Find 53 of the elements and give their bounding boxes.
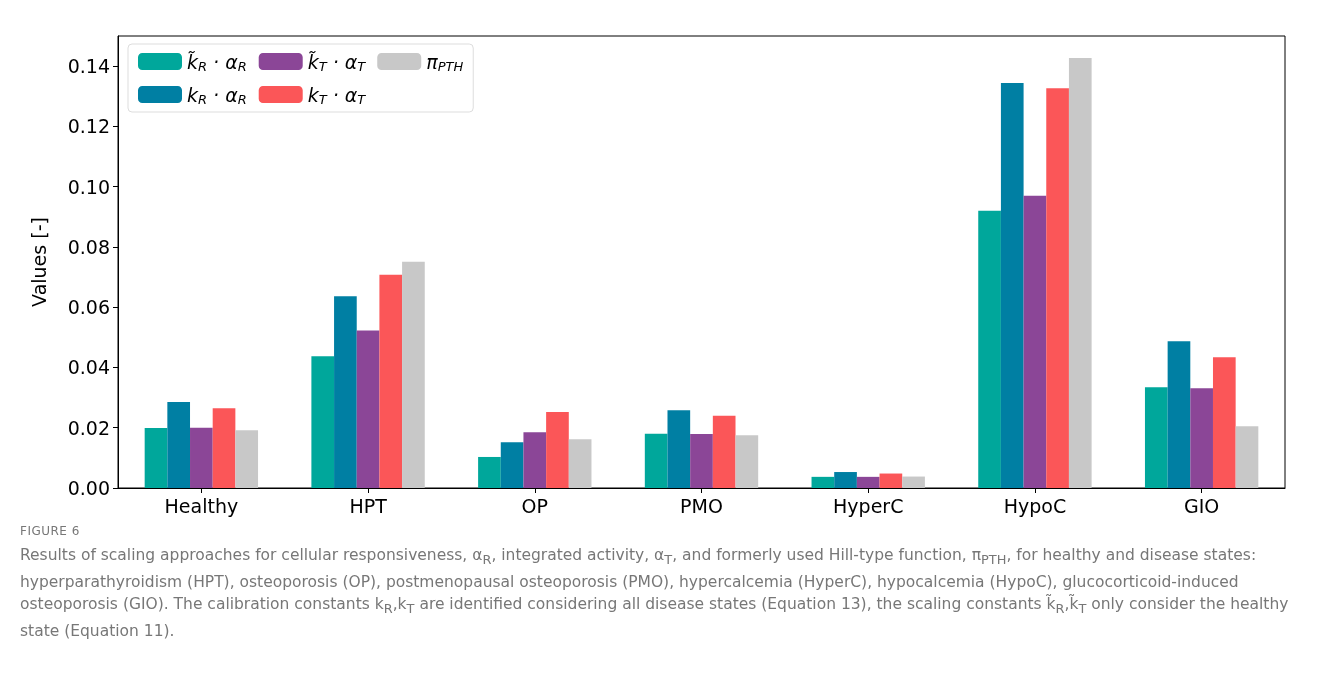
bar xyxy=(356,330,380,488)
x-tick-label: HyperC xyxy=(833,494,904,517)
bar xyxy=(811,476,835,488)
bar xyxy=(379,274,403,488)
bar xyxy=(856,476,880,488)
y-tick-label: 0.14 xyxy=(67,55,110,78)
bar xyxy=(1235,426,1259,488)
x-tick-label: Healthy xyxy=(164,494,239,517)
y-tick-label: 0.04 xyxy=(67,356,110,379)
bar xyxy=(144,428,168,488)
y-tick-label: 0.02 xyxy=(67,416,110,439)
bar xyxy=(190,427,213,488)
bar xyxy=(978,210,1001,488)
bar xyxy=(1212,357,1236,488)
y-tick-label: 0.08 xyxy=(67,235,110,258)
bar xyxy=(1023,195,1047,488)
y-tick-label: 0.10 xyxy=(67,175,110,198)
bar xyxy=(1190,388,1213,488)
bar xyxy=(735,435,759,488)
x-tick-label: PMO xyxy=(680,494,723,517)
bar xyxy=(712,415,736,488)
text: Results of scaling approaches for cellular responsiveness, α$_{R}$, integrated activity, α$_{T}$, and formerly used Hill-type function, π$_{PTH}$, for healthy and disease states: hyperparathyroidism (HPT), osteoporosis (OP), postmenopausal osteoporosis (PMO), hypercalcemia (HyperC), hypocalcemia (HypoC), glucocorticoid-induced osteoporosis (GIO). The calibration constants k$_{R}$,k$_{T}$ are identified considering all disease states (Equation 13), the scaling constants k̃$_{R}$,k̃$_{T}$ only consider the healthy state (Equation 11). xyxy=(20,546,1289,641)
bar xyxy=(1167,341,1191,488)
bar xyxy=(1144,387,1168,488)
bar xyxy=(235,430,259,488)
bar xyxy=(478,456,501,488)
bar xyxy=(1000,83,1024,488)
bar xyxy=(311,356,335,488)
bar xyxy=(546,412,569,488)
bar xyxy=(523,432,547,488)
bar xyxy=(167,402,191,488)
bar xyxy=(1046,88,1069,488)
bar xyxy=(402,261,425,488)
caption: FIGURE 6 xyxy=(20,523,81,540)
bar xyxy=(834,472,857,488)
bar xyxy=(1068,58,1092,488)
x-tick-label: HypoC xyxy=(1003,494,1067,517)
bar xyxy=(667,410,691,488)
bar xyxy=(902,476,925,488)
bar xyxy=(500,442,524,488)
x-tick-label: GIO xyxy=(1183,494,1220,517)
bar xyxy=(879,473,903,488)
x-tick-label: OP xyxy=(521,494,548,517)
x-tick-label: HPT xyxy=(349,494,388,517)
bar xyxy=(644,433,668,488)
bar xyxy=(334,296,357,488)
y-tick-label: 0.00 xyxy=(67,477,110,499)
y-tick-label: 0.06 xyxy=(67,296,110,319)
bar xyxy=(690,434,713,488)
y-axis-title: Values [-] xyxy=(27,217,50,307)
bar xyxy=(568,439,592,488)
y-tick-label: 0.12 xyxy=(67,115,110,138)
bar xyxy=(212,408,236,488)
